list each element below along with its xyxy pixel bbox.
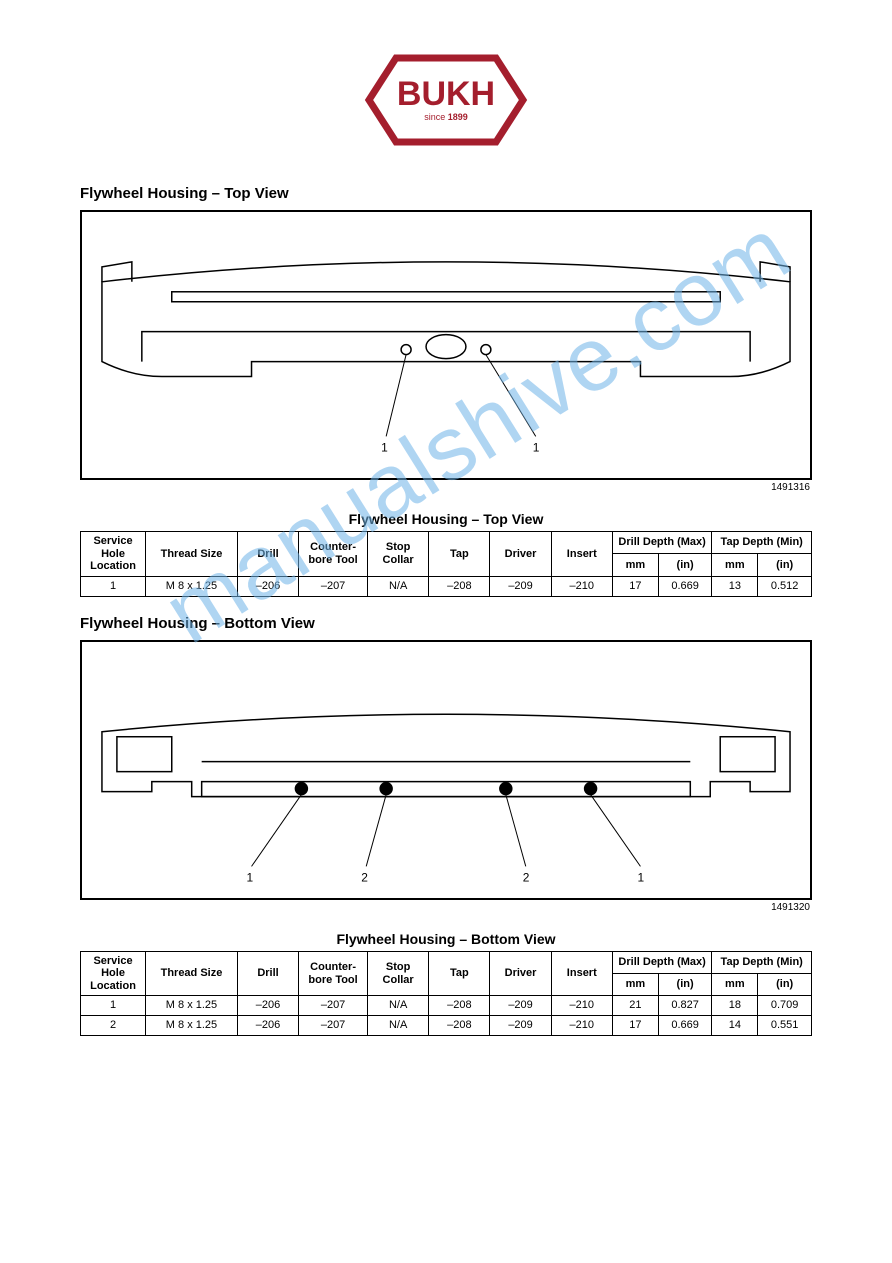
top-view-figure-ref: 1491316 [80,482,810,493]
bottom-view-heading: Flywheel Housing – Bottom View [80,615,812,632]
cell: 0.827 [658,996,712,1016]
logo-since: since 1899 [424,112,468,122]
table-header-row: Service Hole Location Thread Size Drill … [81,951,812,973]
unit-mm: mm [612,974,658,996]
col-service-hole: Service Hole Location [81,532,146,577]
cell: –209 [490,996,551,1016]
table-row: 2 M 8 x 1.25 –206 –207 N/A –208 –209 –21… [81,1016,812,1036]
cell: 21 [612,996,658,1016]
callout-label: 2 [523,870,530,884]
col-tap-depth: Tap Depth (Min) [712,951,812,973]
bukh-logo: BUKH since 1899 [361,50,531,150]
top-table-title: Flywheel Housing – Top View [80,511,812,527]
top-view-heading: Flywheel Housing – Top View [80,185,812,202]
cell: 17 [612,576,658,596]
bottom-view-table: Service Hole Location Thread Size Drill … [80,951,812,1036]
cell: 0.669 [658,576,712,596]
col-drill-depth: Drill Depth (Max) [612,951,711,973]
cell: –208 [429,996,490,1016]
table-row: 1 M 8 x 1.25 –206 –207 N/A –208 –209 –21… [81,996,812,1016]
callout-label: 1 [637,870,644,884]
table-row: 1 M 8 x 1.25 –206 –207 N/A –208 –209 –21… [81,576,812,596]
cell: 0.551 [758,1016,812,1036]
cell: N/A [368,996,429,1016]
bottom-table-title: Flywheel Housing – Bottom View [80,931,812,947]
unit-in: (in) [658,554,712,576]
cell: –208 [429,576,490,596]
col-tap: Tap [429,951,490,996]
cell: –210 [551,996,612,1016]
cell: 13 [712,576,758,596]
unit-mm: mm [712,554,758,576]
top-view-drawing: 1 1 [82,212,810,480]
col-driver: Driver [490,532,551,577]
cell: 2 [81,1016,146,1036]
callout-label: 1 [381,440,388,454]
col-stop-collar: Stop Collar [368,951,429,996]
cell: –208 [429,1016,490,1036]
cell: M 8 x 1.25 [146,576,238,596]
col-drill-depth: Drill Depth (Max) [612,532,711,554]
col-thread-size: Thread Size [146,532,238,577]
cell: 14 [712,1016,758,1036]
col-drill: Drill [237,532,298,577]
cell: –207 [299,1016,368,1036]
cell: –209 [490,576,551,596]
cell: –210 [551,576,612,596]
unit-mm: mm [712,974,758,996]
cell: 18 [712,996,758,1016]
col-tap-depth: Tap Depth (Min) [712,532,812,554]
cell: M 8 x 1.25 [146,996,238,1016]
top-view-table: Service Hole Location Thread Size Drill … [80,531,812,597]
col-drill: Drill [237,951,298,996]
cell: 0.669 [658,1016,712,1036]
cell: N/A [368,576,429,596]
col-driver: Driver [490,951,551,996]
col-tap: Tap [429,532,490,577]
cell: –206 [237,996,298,1016]
top-view-figure: 1 1 [80,210,812,480]
col-service-hole: Service Hole Location [81,951,146,996]
col-counterbore: Counter-bore Tool [299,951,368,996]
bottom-view-figure: 1 2 2 1 [80,640,812,900]
col-counterbore: Counter-bore Tool [299,532,368,577]
cell: 1 [81,576,146,596]
cell: M 8 x 1.25 [146,1016,238,1036]
col-stop-collar: Stop Collar [368,532,429,577]
col-insert: Insert [551,532,612,577]
bottom-view-figure-ref: 1491320 [80,902,810,913]
cell: –210 [551,1016,612,1036]
cell: 0.512 [758,576,812,596]
cell: –207 [299,996,368,1016]
table-header-row: Service Hole Location Thread Size Drill … [81,532,812,554]
unit-in: (in) [758,974,812,996]
cell: –209 [490,1016,551,1036]
cell: –207 [299,576,368,596]
cell: 0.709 [758,996,812,1016]
col-thread-size: Thread Size [146,951,238,996]
callout-label: 2 [361,870,368,884]
cell: N/A [368,1016,429,1036]
cell: –206 [237,576,298,596]
callout-label: 1 [533,440,540,454]
unit-in: (in) [758,554,812,576]
col-insert: Insert [551,951,612,996]
unit-in: (in) [658,974,712,996]
unit-mm: mm [612,554,658,576]
cell: 1 [81,996,146,1016]
bottom-view-drawing: 1 2 2 1 [82,642,810,900]
cell: 17 [612,1016,658,1036]
logo-brand: BUKH [397,75,495,113]
cell: –206 [237,1016,298,1036]
logo-container: BUKH since 1899 [80,50,812,155]
callout-label: 1 [247,870,254,884]
